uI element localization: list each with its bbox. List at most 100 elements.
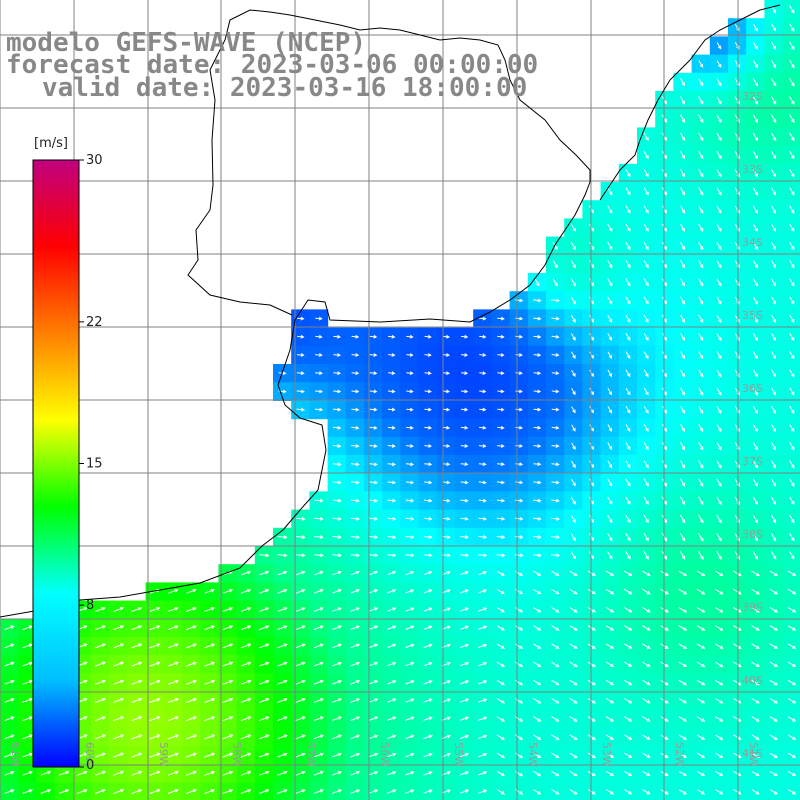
wind-arrow	[752, 23, 758, 32]
wind-arrow	[607, 551, 613, 560]
wind-arrow	[113, 661, 125, 667]
wind-arrow	[696, 661, 706, 668]
wind-arrow	[460, 553, 470, 558]
wind-arrow	[259, 770, 270, 776]
wind-arrow	[131, 752, 143, 758]
wind-arrow	[625, 424, 631, 432]
wind-arrow	[368, 625, 379, 630]
wind-arrow	[678, 606, 688, 613]
wind-arrow	[680, 351, 686, 360]
wind-arrow	[386, 771, 397, 776]
wind-arrow	[607, 514, 613, 524]
wind-arrow	[315, 371, 323, 376]
wind-arrow	[350, 553, 361, 558]
wind-arrow	[514, 679, 524, 686]
wind-arrow	[406, 389, 414, 394]
title-model: modelo GEFS-WAVE (NCEP)	[6, 28, 367, 58]
wind-arrow	[424, 444, 433, 448]
wind-arrow	[424, 389, 432, 394]
wind-arrow	[186, 607, 197, 612]
wind-arrow	[497, 353, 505, 357]
wind-arrow	[770, 514, 777, 524]
wind-arrow	[496, 770, 506, 777]
wind-arrow	[642, 770, 651, 777]
wind-arrow	[625, 205, 631, 214]
wind-arrow	[569, 679, 578, 686]
wind-arrow	[551, 607, 560, 613]
wind-arrow	[607, 223, 613, 233]
colorbar: [m/s] 30 22 15 8 0	[32, 136, 103, 773]
wind-arrow	[204, 698, 216, 703]
wind-arrow	[515, 316, 524, 321]
wind-arrow	[789, 387, 795, 396]
wind-arrow	[625, 551, 631, 560]
wind-arrow	[332, 661, 343, 667]
wind-arrow	[4, 679, 15, 685]
wind-arrow	[605, 698, 615, 704]
wind-arrow	[405, 771, 415, 776]
wind-arrow	[350, 535, 361, 539]
wind-arrow	[406, 353, 414, 357]
wind-arrow	[332, 752, 343, 758]
wind-arrow	[642, 570, 651, 577]
wind-arrow	[423, 771, 433, 776]
wind-arrow	[497, 462, 505, 467]
wind-arrow	[387, 516, 397, 521]
wind-arrow	[571, 351, 576, 359]
wind-arrow	[771, 387, 776, 396]
wind-arrow	[570, 515, 576, 524]
wind-arrow	[751, 570, 760, 577]
wind-arrow	[460, 589, 469, 594]
wind-arrow	[551, 316, 560, 321]
wind-arrow	[22, 661, 33, 667]
wind-arrow	[131, 716, 143, 722]
wind-arrow	[314, 570, 324, 576]
wind-arrow	[771, 423, 776, 433]
wind-arrow	[113, 789, 125, 794]
wind-arrow	[186, 716, 197, 722]
wind-arrow	[332, 462, 342, 467]
wind-arrow	[770, 95, 777, 105]
wind-arrow	[496, 607, 505, 613]
wind-arrow	[149, 697, 161, 703]
wind-arrow	[313, 698, 324, 703]
wind-arrow	[532, 553, 542, 558]
wind-arrow	[679, 496, 686, 506]
wind-arrow	[698, 532, 704, 542]
wind-arrow	[643, 532, 649, 542]
wind-arrow	[295, 770, 306, 776]
wind-arrow	[698, 478, 704, 487]
wind-arrow	[423, 698, 433, 703]
wind-arrow	[570, 278, 576, 287]
wind-arrow	[387, 498, 397, 503]
wind-arrow	[387, 444, 396, 448]
wind-arrow	[752, 460, 758, 469]
wind-arrow	[131, 770, 143, 776]
wind-arrow	[787, 770, 797, 777]
latitude-label: 40S	[742, 674, 763, 687]
wind-arrow	[607, 406, 612, 414]
wind-arrow	[514, 643, 524, 649]
wind-arrow	[716, 532, 722, 542]
wind-arrow	[113, 734, 125, 740]
wind-arrow	[770, 187, 777, 196]
wind-arrow	[259, 588, 270, 594]
wind-arrow	[369, 462, 378, 467]
wind-arrow	[771, 278, 776, 287]
wind-arrow	[715, 770, 724, 777]
wind-arrow	[643, 405, 649, 414]
wind-arrow	[642, 588, 651, 595]
wind-arrow	[752, 223, 758, 232]
wind-arrow	[680, 278, 686, 287]
wind-arrow	[680, 296, 686, 305]
wind-arrow	[277, 789, 288, 794]
wind-arrow	[423, 680, 433, 685]
wind-arrow	[643, 460, 649, 469]
wind-arrow	[386, 661, 397, 667]
wind-arrow	[388, 353, 396, 357]
wind-arrow	[752, 77, 758, 87]
wind-arrow	[4, 643, 15, 649]
wind-arrow	[478, 643, 488, 648]
wind-arrow	[551, 353, 560, 357]
wind-arrow	[405, 589, 415, 594]
